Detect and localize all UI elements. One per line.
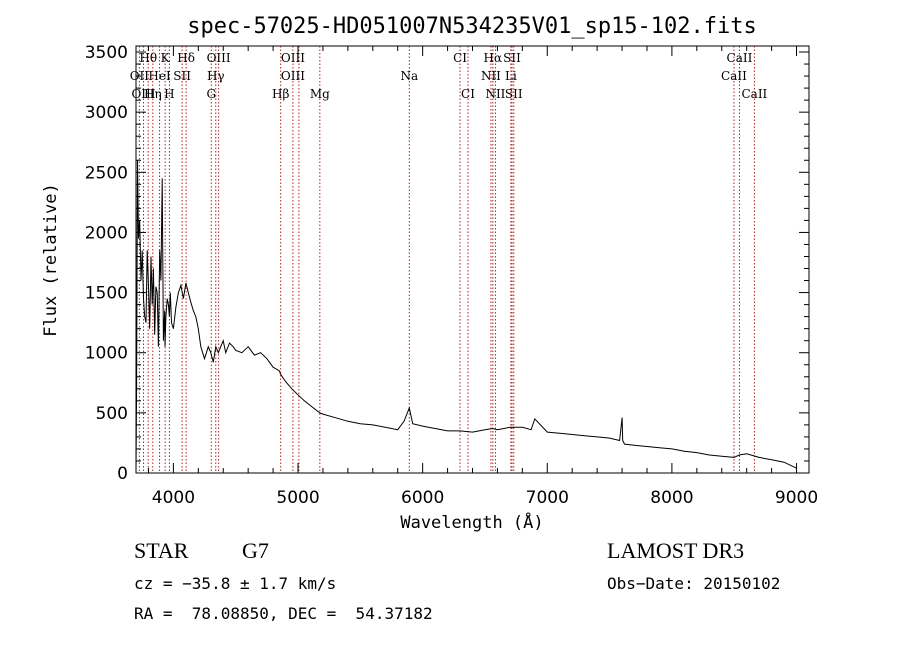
line-label: SII [173, 69, 191, 83]
x-tick-label: 4000 [152, 488, 195, 508]
observation-date: Obs−Date: 20150102 [607, 574, 781, 593]
line-label: NII [485, 87, 505, 101]
y-axis-label: Flux (relative) [41, 183, 61, 337]
line-label: H [164, 87, 174, 101]
y-tick-label: 2500 [85, 163, 128, 183]
plot-frame [135, 45, 810, 474]
redshift-info: cz = −35.8 ± 1.7 km/s [134, 574, 337, 593]
object-class: STAR [134, 538, 189, 563]
line-label: Hγ [207, 69, 225, 83]
line-label: CI [461, 87, 475, 101]
survey-name: LAMOST DR3 [607, 538, 745, 563]
spectral-line-markers [138, 46, 755, 473]
line-label: CI [453, 51, 467, 65]
line-label: SII [505, 87, 523, 101]
line-label: CaII [721, 69, 747, 83]
y-tick-label: 0 [117, 464, 128, 484]
axes: 4000 5000 6000 7000 8000 9000 0 500 1000 1500 2000… [85, 43, 818, 508]
line-label: Hθ [139, 51, 157, 65]
x-axis-label: Wavelength (Å) [400, 511, 543, 533]
y-tick-label: 3500 [85, 43, 128, 63]
line-label: OIII [281, 69, 305, 83]
line-label: OIII [131, 87, 155, 101]
line-label: OIII [281, 51, 305, 65]
line-label: Mg [310, 87, 330, 101]
line-label: CaII [727, 51, 753, 65]
line-label: Na [400, 69, 418, 83]
flux-series-line [135, 160, 797, 474]
line-label: Hη [144, 87, 162, 101]
x-tick-label: 9000 [775, 488, 818, 508]
line-label: OIII [207, 51, 231, 65]
line-label: G [206, 87, 216, 101]
line-label: K [161, 51, 171, 65]
line-label: Li [505, 69, 517, 83]
y-tick-label: 3000 [85, 103, 128, 123]
x-tick-label: 8000 [650, 488, 693, 508]
line-label: Hα [484, 51, 503, 65]
line-label: SII [503, 51, 521, 65]
coordinates: RA = 78.08850, DEC = 54.37182 [134, 604, 433, 623]
object-subclass: G7 [242, 538, 269, 563]
y-tick-label: 1000 [85, 344, 128, 364]
x-tick-label: 7000 [526, 488, 569, 508]
line-label: CaII [741, 87, 767, 101]
y-tick-label: 2000 [85, 223, 128, 243]
line-label: Hδ [177, 51, 195, 65]
y-tick-label: 500 [96, 404, 128, 424]
x-tick-label: 5000 [276, 488, 319, 508]
line-label: HeI [148, 69, 171, 83]
y-tick-label: 1500 [85, 284, 128, 304]
line-label: Hβ [272, 87, 289, 101]
line-label: NII [481, 69, 501, 83]
chart-title: spec-57025-HD051007N534235V01_sp15-102.f… [187, 14, 757, 39]
x-tick-label: 6000 [401, 488, 444, 508]
